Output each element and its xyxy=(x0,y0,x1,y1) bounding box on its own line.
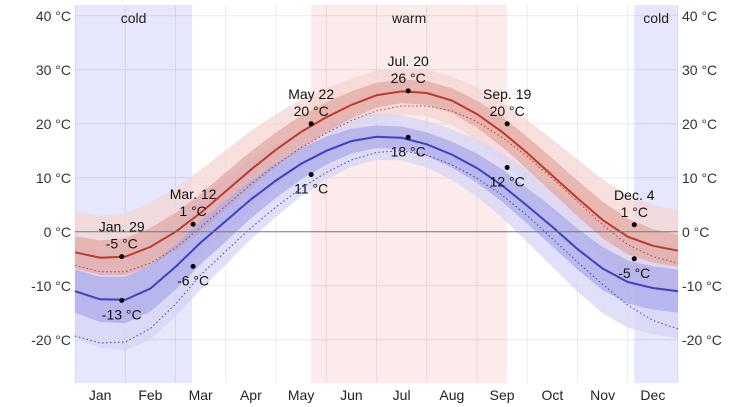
y-tick-label-right: -20 °C xyxy=(682,332,722,348)
annotation-point xyxy=(631,256,637,262)
annotation-temp: 11 °C xyxy=(294,181,328,197)
annotation-point xyxy=(308,121,314,127)
y-tick-label-left: 40 °C xyxy=(36,8,71,24)
annotation-temp: -5 °C xyxy=(618,265,650,281)
annotation-temp: 12 °C xyxy=(490,174,525,190)
annotation-date: May 22 xyxy=(288,86,334,102)
annotation-date: Mar. 12 xyxy=(170,186,217,202)
annotation-point xyxy=(504,165,510,171)
annotation-date: Jan. 29 xyxy=(99,219,145,235)
season-label-1: warm xyxy=(391,10,426,26)
y-tick-label-left: -20 °C xyxy=(31,332,71,348)
y-tick-label-left: 30 °C xyxy=(36,62,71,78)
annotation-temp: 18 °C xyxy=(391,143,426,159)
y-tick-label-left: -10 °C xyxy=(31,278,71,294)
confidence-bands xyxy=(75,68,678,351)
season-label-0: cold xyxy=(121,10,147,26)
annotation-temp: 20 °C xyxy=(294,103,329,119)
annotation-points xyxy=(119,88,637,303)
annotation-point xyxy=(631,222,637,228)
dotted-line-0 xyxy=(74,105,679,273)
annotation-date: Sep. 19 xyxy=(483,86,531,102)
annotation-temp: -13 °C xyxy=(102,306,142,322)
low-outer-band xyxy=(75,113,678,351)
x-tick-label: Feb xyxy=(138,387,162,403)
x-tick-label: Apr xyxy=(240,387,262,403)
axis-labels: 40 °C 40 °C 30 °C 30 °C 20 °C 20 °C 10 °C 10 °C… xyxy=(31,8,722,403)
y-tick-label-left: 0 °C xyxy=(44,224,71,240)
annotation-temp: 26 °C xyxy=(391,70,426,86)
low-line xyxy=(74,135,679,301)
annotation-point xyxy=(190,221,196,227)
low-inner-band xyxy=(75,125,678,324)
y-tick-label-right: 30 °C xyxy=(682,62,717,78)
x-tick-label: Sep xyxy=(490,387,515,403)
season-label-2: cold xyxy=(643,10,669,26)
annotation-temp: -5 °C xyxy=(106,236,138,252)
y-tick-label-right: 10 °C xyxy=(682,170,717,186)
annotation-temp: 1 °C xyxy=(621,204,648,220)
x-tick-label: Aug xyxy=(439,387,464,403)
annotation-date: Jul. 20 xyxy=(388,53,429,69)
annotation-point xyxy=(405,134,411,140)
annotation-point xyxy=(504,121,510,127)
annotation-date: Dec. 4 xyxy=(614,187,655,203)
x-tick-label: Jun xyxy=(340,387,363,403)
x-tick-label: Nov xyxy=(590,387,615,403)
y-tick-label-left: 10 °C xyxy=(36,170,71,186)
x-tick-label: Mar xyxy=(189,387,213,403)
y-tick-label-right: 0 °C xyxy=(682,224,709,240)
annotation-point xyxy=(405,88,411,94)
y-tick-label-right: 20 °C xyxy=(682,116,717,132)
annotation-point xyxy=(119,254,125,260)
annotation-point xyxy=(119,297,125,303)
x-tick-label: May xyxy=(288,387,314,403)
annotation-temp: 1 °C xyxy=(179,203,206,219)
x-tick-label: Jan xyxy=(89,387,112,403)
y-tick-label-right: 40 °C xyxy=(682,8,717,24)
x-tick-label: Dec xyxy=(640,387,665,403)
x-tick-label: Jul xyxy=(393,387,411,403)
y-tick-label-right: -10 °C xyxy=(682,278,722,294)
annotation-point xyxy=(190,263,196,269)
x-tick-label: Oct xyxy=(541,387,563,403)
high-outer-band xyxy=(75,68,678,300)
high-inner-band xyxy=(75,79,678,275)
annotation-temp: 20 °C xyxy=(490,103,525,119)
annotation-temp: -6 °C xyxy=(177,272,209,288)
y-tick-label-left: 20 °C xyxy=(36,116,71,132)
annotation-point xyxy=(308,172,314,178)
